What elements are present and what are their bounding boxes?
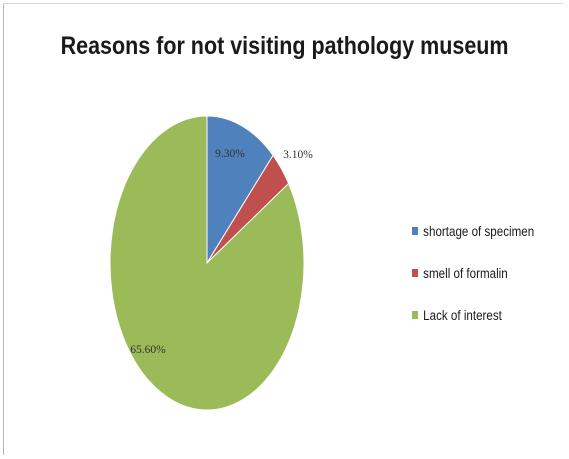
data-label-lack-of-interest: 65.60% <box>130 344 166 356</box>
data-label-smell-of-formalin: 3.10% <box>283 149 313 161</box>
pie-slice-lack-of-interest <box>109 115 305 411</box>
legend-item-smell-of-formalin: smell of formalin <box>412 262 534 284</box>
legend-item-shortage-of-specimen: shortage of specimen <box>412 220 534 242</box>
legend-swatch-smell-of-formalin <box>412 269 419 277</box>
pie-slice-shortage-of-specimen <box>206 115 274 265</box>
legend-item-lack-of-interest: Lack of interest <box>412 304 534 326</box>
legend-swatch-lack-of-interest <box>412 311 419 319</box>
legend-label-shortage-of-specimen: shortage of specimen <box>423 223 535 239</box>
chart-legend: shortage of specimen smell of formalin L… <box>412 220 554 346</box>
chart-title: Reasons for not visiting pathology museu… <box>60 32 509 60</box>
legend-label-lack-of-interest: Lack of interest <box>423 307 502 323</box>
legend-label-smell-of-formalin: smell of formalin <box>423 265 508 281</box>
chart-area-border <box>3 3 563 455</box>
legend-swatch-shortage-of-specimen <box>412 227 419 235</box>
data-label-shortage-of-specimen: 9.30% <box>215 148 245 160</box>
